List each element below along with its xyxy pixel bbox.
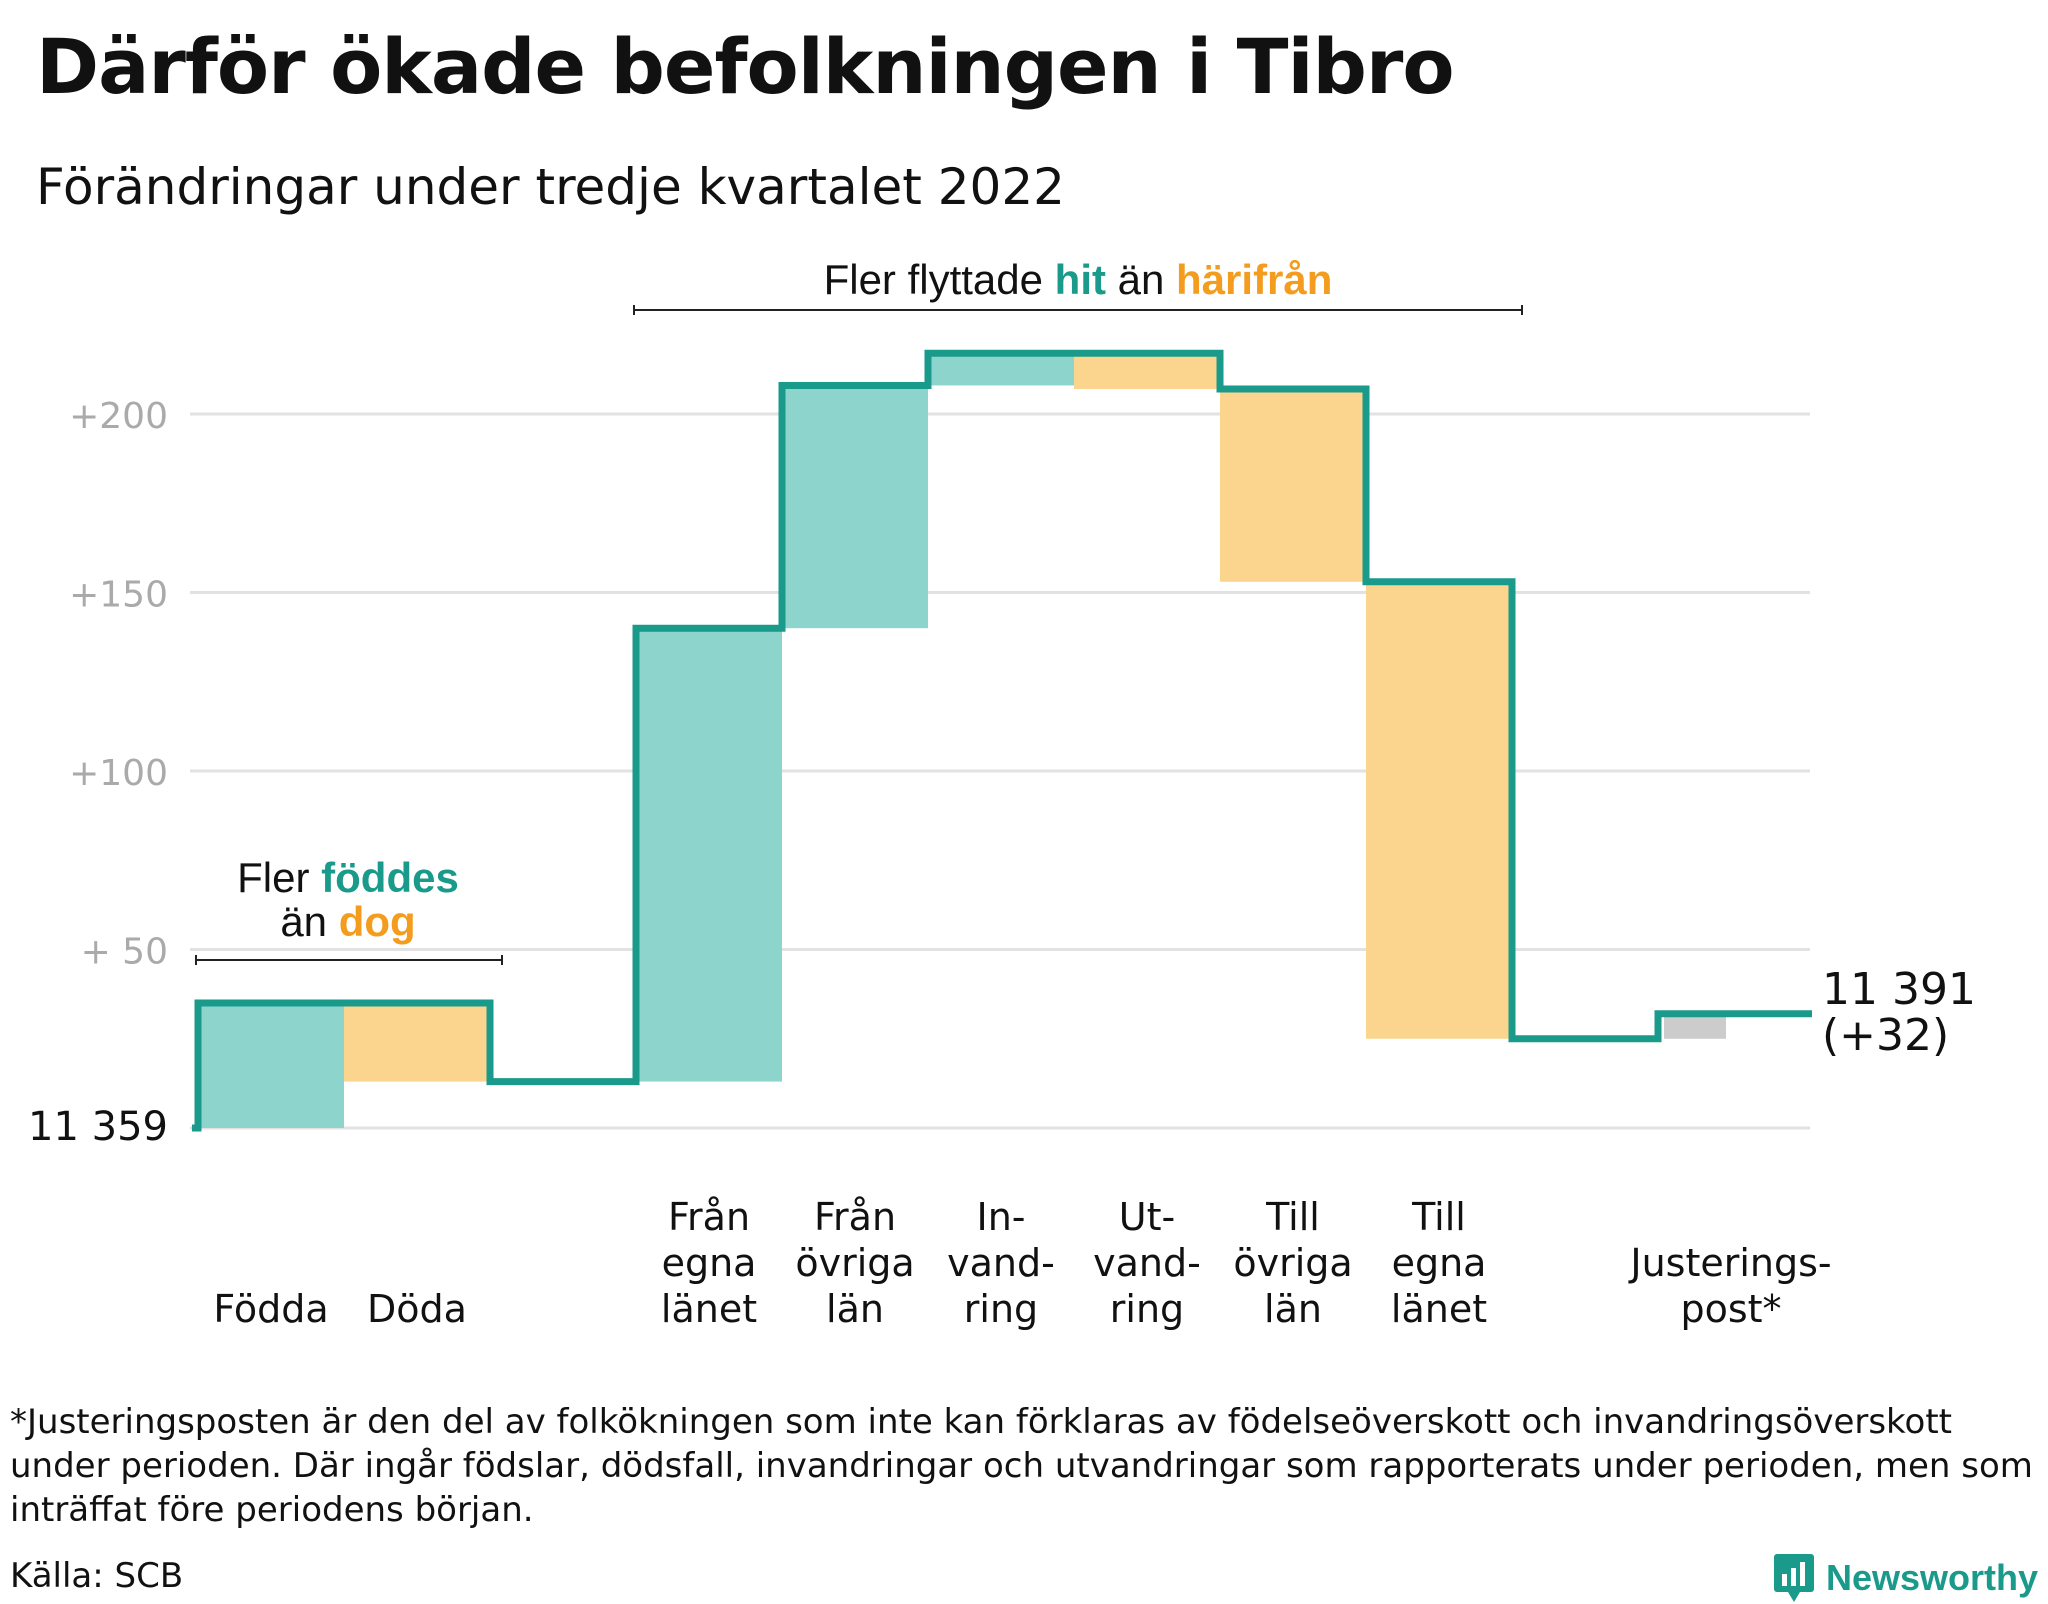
births-annotation-line2-part: dog: [339, 898, 416, 945]
migration-annotation-part: Fler flyttade: [824, 256, 1055, 303]
start-value-label: 11 359: [28, 1104, 168, 1150]
category-label: Från: [668, 1195, 750, 1239]
y-tick-label: +100: [69, 753, 168, 794]
births-annotation-line2: än dog: [280, 898, 415, 945]
brand-name: Newsworthy: [1826, 1557, 2039, 1598]
y-tick-label: +150: [69, 575, 168, 616]
labels: Födda DödaFrånegnalänetFrånövrigalänIn-va…: [28, 964, 1976, 1331]
newsworthy-logo: Newsworthy: [1772, 1552, 2038, 1604]
births-annotation-line2-part: än: [280, 898, 338, 945]
end-value-label: 11 391: [1822, 964, 1976, 1015]
migration-annotation-part: än: [1106, 256, 1176, 303]
waterfall-bar: [198, 1003, 344, 1128]
births-annotation-line1-part: Fler: [237, 854, 321, 901]
migration-annotation: Fler flyttade hit än härifrån: [824, 256, 1333, 303]
waterfall-bar: [1366, 581, 1512, 1039]
category-label: egna: [1392, 1241, 1487, 1285]
annotations: Fler flyttade hit än härifrån Fler föddes…: [195, 256, 1523, 965]
end-change-label: (+32): [1822, 1010, 1949, 1061]
category-label: vand-: [947, 1241, 1055, 1285]
births-annotation-line1-part: föddes: [321, 854, 459, 901]
category-label: ring: [1110, 1287, 1184, 1331]
category-label: Födda: [213, 1287, 328, 1331]
category-label: Från: [814, 1195, 896, 1239]
footnote: *Justeringsposten är den del av folkökni…: [10, 1402, 2033, 1530]
category-label: länet: [1391, 1287, 1487, 1331]
category-label: egna: [662, 1241, 757, 1285]
category-label: övriga: [1233, 1241, 1352, 1285]
category-label: Justerings-: [1628, 1241, 1831, 1285]
category-label: post*: [1680, 1287, 1781, 1331]
category-label: Till: [1265, 1195, 1320, 1239]
chart-subtitle: Förändringar under tredje kvartalet 2022: [36, 158, 1065, 216]
waterfall-chart: +200+150+100+ 50 Födda DödaFrånegnalänetF…: [28, 256, 1976, 1331]
y-tick-label: +200: [69, 396, 168, 437]
category-label: Ut-: [1119, 1195, 1175, 1239]
migration-annotation-part: härifrån: [1176, 256, 1332, 303]
y-tick-label: + 50: [81, 932, 168, 973]
chart-title: Därför ökade befolkningen i Tibro: [36, 22, 1455, 111]
waterfall-bar: [1074, 353, 1220, 390]
category-label: vand-: [1093, 1241, 1201, 1285]
category-label: In-: [976, 1195, 1025, 1239]
category-label: län: [826, 1287, 884, 1331]
migration-annotation-part: hit: [1055, 256, 1106, 303]
bars: [198, 353, 1726, 1128]
category-label: län: [1264, 1287, 1322, 1331]
category-label: länet: [661, 1287, 757, 1331]
waterfall-bar: [636, 628, 782, 1082]
births-annotation-line1: Fler föddes: [237, 854, 459, 901]
waterfall-bar: [928, 353, 1074, 386]
category-label: Döda: [367, 1287, 467, 1331]
waterfall-bar: [782, 385, 928, 629]
waterfall-bar: [1220, 389, 1366, 582]
waterfall-bar: [1664, 1013, 1726, 1039]
step-line: [192, 349, 1812, 1132]
gridlines: +200 +150 +100 + 50: [69, 396, 1810, 1130]
newsworthy-logo-icon: [1774, 1554, 1814, 1602]
source-label: Källa: SCB: [10, 1556, 184, 1596]
waterfall-bar: [344, 1003, 490, 1082]
category-label: övriga: [795, 1241, 914, 1285]
cumulative-step-line: [192, 349, 1812, 1132]
category-label: Till: [1411, 1195, 1466, 1239]
category-label: ring: [964, 1287, 1038, 1331]
